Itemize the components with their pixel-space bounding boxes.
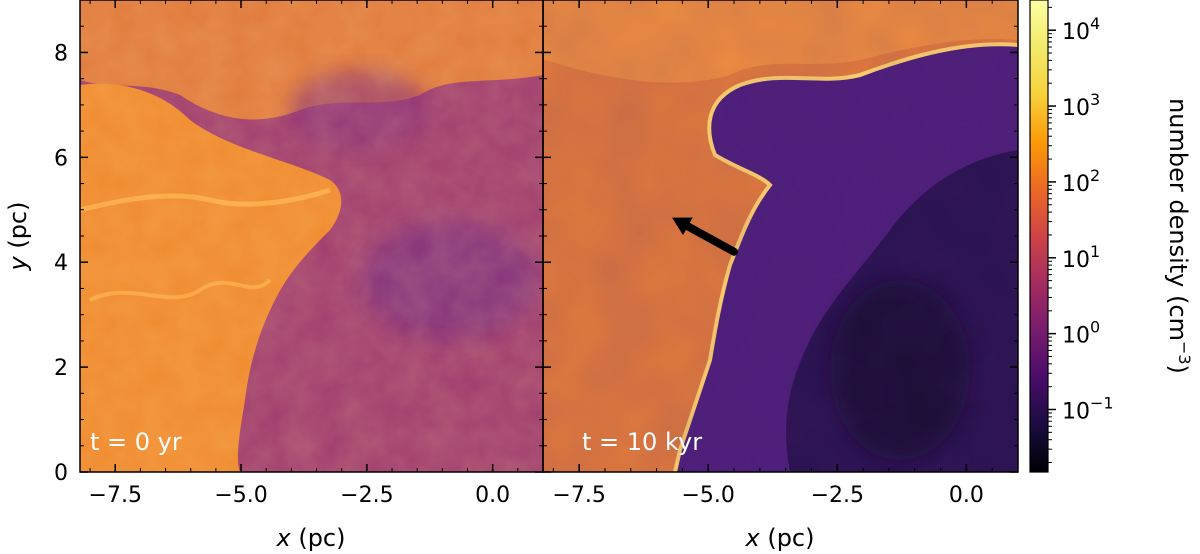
panel-t0-xlabel-var: x	[276, 524, 292, 552]
panel-t0-ylabel-unit: (pc)	[4, 202, 32, 257]
panel-t0-ylabel-var: y	[4, 256, 32, 272]
panel-t10kyr	[543, 0, 1018, 472]
x-tick-label: 0.0	[949, 483, 984, 508]
panel-t0-xlabel-unit: (pc)	[291, 524, 346, 552]
panel-t0-xlabel: x (pc)	[276, 524, 346, 552]
colorbar-tick-label: 104	[1062, 14, 1100, 45]
x-tick-label: −2.5	[340, 483, 393, 508]
colorbar-label-exp: −3	[1175, 341, 1194, 365]
colorbar-tick-label: 103	[1062, 90, 1100, 121]
x-tick-label: −2.5	[811, 483, 864, 508]
x-tick-label: −7.5	[552, 483, 605, 508]
colorbar-label-text: number density (cm	[1164, 98, 1192, 341]
panel-t10kyr-xlabel-unit: (pc)	[760, 524, 815, 552]
panel-t0	[80, 0, 543, 472]
x-tick-label: −7.5	[89, 483, 142, 508]
colorbar-tick-label: 101	[1062, 242, 1100, 273]
x-tick-label: −5.0	[214, 483, 267, 508]
y-tick-label: 8	[54, 41, 68, 66]
y-tick-label: 4	[54, 251, 68, 276]
x-tick-label: −5.0	[682, 483, 735, 508]
y-tick-label: 6	[54, 146, 68, 171]
panel-t0-texture	[80, 0, 543, 472]
panel-t10kyr-texture	[543, 0, 1018, 472]
colorbar-tick-label: 100	[1062, 318, 1100, 349]
y-tick-label: 0	[54, 461, 68, 486]
panel-t10kyr-ticks: −7.5 −5.0 −2.5 0.0	[543, 0, 1019, 508]
colorbar-tick-label: 10−1	[1062, 393, 1114, 424]
colorbar-ticks: 10−1 100 101 102 103 104	[1048, 6, 1114, 464]
colorbar-label-close: )	[1164, 365, 1192, 374]
colorbar	[1029, 0, 1049, 473]
colorbar-label: number density (cm−3)	[1164, 98, 1194, 374]
panel-t0-ylabel: y (pc)	[4, 202, 32, 272]
arrow-shaft	[683, 222, 739, 256]
panel-t0-ticks: −7.5 −5.0 −2.5 0.0 0 2 4 6 8	[54, 0, 544, 508]
x-tick-label: 0.0	[475, 483, 510, 508]
colorbar-tick-label: 102	[1062, 166, 1100, 197]
panel-t10kyr-annotation: t = 10 kyr	[582, 428, 702, 456]
panel-t10kyr-xlabel: x (pc)	[745, 524, 815, 552]
panel-t10kyr-xlabel-var: x	[745, 524, 761, 552]
panel-t0-annotation: t = 0 yr	[90, 428, 182, 456]
arrow-head	[672, 217, 693, 236]
y-tick-label: 2	[54, 356, 68, 381]
ionization-front-arrow	[672, 217, 739, 256]
